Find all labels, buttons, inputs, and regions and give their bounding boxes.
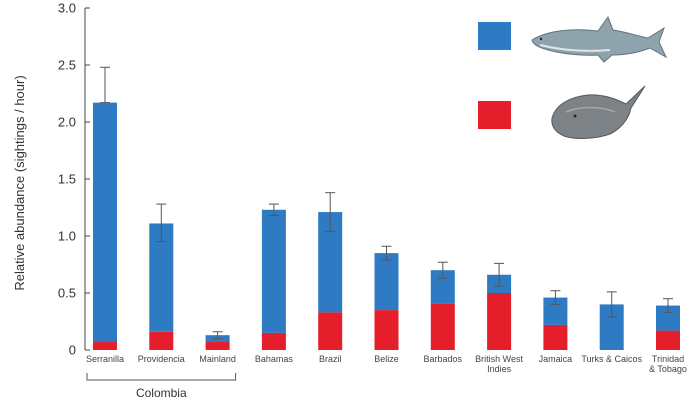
ray-bar-segment xyxy=(487,293,512,350)
category-label: Jamaica xyxy=(539,354,573,364)
shark-bar-segment xyxy=(93,102,117,343)
shark-bar-segment xyxy=(374,253,399,311)
ray-bar-segment xyxy=(261,332,286,350)
legend-swatch-shark xyxy=(478,22,511,50)
category-label: Brazil xyxy=(319,354,342,364)
y-tick-label: 1.5 xyxy=(58,172,76,187)
category-label: Serranilla xyxy=(86,354,124,364)
category-label: Turks & Caicos xyxy=(581,354,642,364)
y-tick-label: 2.0 xyxy=(58,115,76,130)
group-bracket xyxy=(86,373,237,381)
bars xyxy=(93,66,680,350)
category-label: & Tobago xyxy=(649,364,687,374)
category-label: Belize xyxy=(374,354,399,364)
category-label: Barbados xyxy=(424,354,463,364)
category-label: Providencia xyxy=(138,354,185,364)
y-tick-label: 1.0 xyxy=(58,229,76,244)
ray-icon xyxy=(551,85,646,139)
ray-bar-segment xyxy=(318,312,343,350)
shark-icon xyxy=(531,15,668,63)
shark-bar-segment xyxy=(261,209,286,333)
y-axis-label: Relative abundance (sightings / hour) xyxy=(12,75,27,290)
ray-bar-segment xyxy=(656,330,680,350)
category-label: Mainland xyxy=(199,354,236,364)
category-label: British West xyxy=(475,354,523,364)
ray-bar-segment xyxy=(93,342,117,350)
ray-bar-segment xyxy=(205,342,230,350)
category-label: Bahamas xyxy=(255,354,294,364)
ray-bar-segment xyxy=(543,324,568,350)
category-labels: Serranilla Providencia Mainland Bahamas Braz… xyxy=(86,354,687,400)
category-label: Indies xyxy=(487,364,512,374)
y-tick-label: 3.0 xyxy=(58,1,76,16)
category-label: Trinidad xyxy=(652,354,684,364)
y-tick-label: 2.5 xyxy=(58,58,76,73)
legend xyxy=(478,15,668,139)
axes: 0 0.5 1.0 1.5 2.0 2.5 3.0 Relative abundance (s… xyxy=(12,1,90,358)
group-label-colombia: Colombia xyxy=(136,386,187,400)
ray-bar-segment xyxy=(374,310,399,350)
ray-bar-segment xyxy=(430,303,455,350)
y-tick-label: 0 xyxy=(69,343,76,358)
y-tick-label: 0.5 xyxy=(58,286,76,301)
legend-swatch-ray xyxy=(478,101,511,129)
ray-bar-segment xyxy=(149,331,174,350)
